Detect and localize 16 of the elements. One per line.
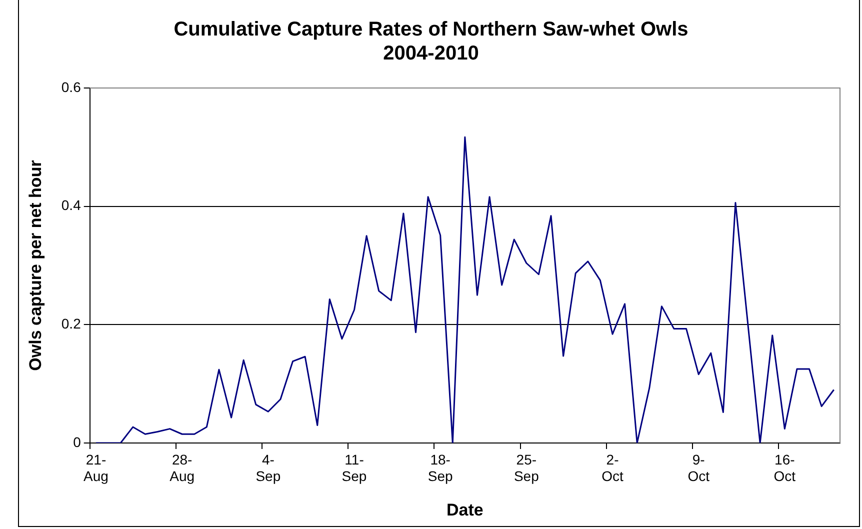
- y-axis-title: Owls capture per net hour: [26, 160, 45, 371]
- x-tick-label: 4-Sep: [256, 451, 281, 484]
- x-tick-label: 25-Sep: [514, 451, 540, 484]
- x-tick-label: 16-Oct: [774, 451, 796, 484]
- x-tick-label: 21-Aug: [84, 451, 108, 484]
- x-tick-label: 9-Oct: [688, 451, 710, 484]
- x-axis-title: Date: [446, 500, 484, 520]
- x-tick-label: 2-Oct: [602, 451, 624, 484]
- y-tick-label: 0: [73, 434, 82, 450]
- chart-title: Cumulative Capture Rates of Northern Saw-whet Owls 2004-2010: [174, 18, 688, 65]
- y-tick-label: 0.2: [61, 316, 82, 332]
- y-tick-label: 0.4: [61, 197, 82, 214]
- y-tick-label: 0.6: [61, 78, 82, 95]
- x-tick-label: 18-Sep: [428, 451, 453, 484]
- x-tick-label: 28-Aug: [170, 451, 195, 484]
- x-tick-label: 11-Sep: [342, 451, 367, 484]
